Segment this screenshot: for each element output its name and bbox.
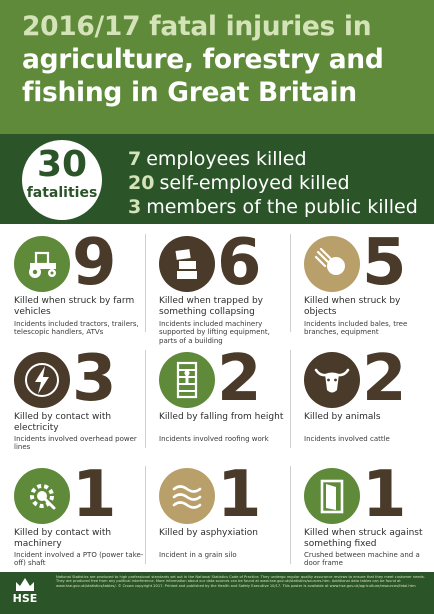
cause-label: Killed by animals	[304, 412, 381, 422]
cause-detail: Incidents involved cattle	[304, 435, 390, 443]
cause-number: 9	[72, 226, 117, 300]
cause-number: 2	[217, 342, 262, 416]
total-fatalities-badge: 30 fatalities	[22, 140, 102, 220]
cause-card-falling-from-height: 2 Killed by falling from height Incident…	[145, 340, 290, 456]
asphyxiation-icon	[159, 468, 215, 524]
cause-card-asphyxiation: 1 Killed by asphyxiation Incident in a g…	[145, 456, 290, 572]
cause-label: Killed when struck by farm vehicles	[14, 296, 135, 317]
cause-card-struck-against-fixed: 1 Killed when struck against something f…	[290, 456, 434, 572]
cause-number: 5	[362, 226, 407, 300]
title-line-1: 2016/17 fatal injuries in	[22, 11, 372, 42]
summary-text: employees killed	[146, 148, 307, 170]
cause-number: 2	[362, 342, 407, 416]
cause-label: Killed by falling from height	[159, 412, 284, 422]
cause-label: Killed by contact with machinery	[14, 528, 112, 549]
crown-icon	[16, 578, 34, 591]
cause-card-electricity: 3 Killed by contact with electricity Inc…	[0, 340, 145, 456]
bull-icon	[304, 352, 360, 408]
header-banner: 2016/17 fatal injuries in agriculture, f…	[0, 0, 434, 134]
logo-text: HSE	[12, 592, 38, 605]
summary-band: 30 fatalities 7 employees killed 20 self-e…	[0, 134, 434, 224]
cause-label: Killed when struck against something fix…	[304, 528, 423, 549]
door-frame-icon	[304, 468, 360, 524]
cause-detail: Crushed between machine and a door frame	[304, 551, 420, 568]
summary-number: 3	[128, 196, 142, 218]
cause-number: 1	[217, 458, 262, 532]
title-line-3: fishing in Great Britain	[22, 77, 357, 108]
cause-label: Killed when struck by objects	[304, 296, 401, 317]
footer: HSE National Statistics are produced to …	[0, 572, 434, 614]
summary-row-public: 3 members of the public killed	[128, 195, 418, 219]
cause-detail: Incidents involved overhead power lines	[14, 435, 137, 452]
cause-number: 3	[72, 342, 117, 416]
ladder-fall-icon	[159, 352, 215, 408]
summary-row-self-employed: 20 self-employed killed	[128, 171, 350, 195]
fine-print: National Statistics are produced to high…	[56, 575, 425, 588]
electricity-icon	[14, 352, 70, 408]
cause-label: Killed by contact with electricity	[14, 412, 112, 433]
cause-detail: Incidents included bales, tree branches,…	[304, 320, 408, 337]
cause-number: 6	[217, 226, 262, 300]
falling-object-icon	[304, 236, 360, 292]
cause-number: 1	[72, 458, 117, 532]
cause-detail: Incidents included tractors, trailers, t…	[14, 320, 139, 337]
cause-card-machinery: 1 Killed by contact with machinery Incid…	[0, 456, 145, 572]
cause-card-collapsing: 6 Killed when trapped by something colla…	[145, 224, 290, 345]
cause-card-animals: 2 Killed by animals Incidents involved c…	[290, 340, 434, 456]
hse-logo: HSE	[6, 575, 44, 611]
cause-detail: Incident involved a PTO (power take-off)…	[14, 551, 144, 568]
total-number: 30	[36, 144, 88, 185]
collapsing-structure-icon	[159, 236, 215, 292]
cause-detail: Incidents involved roofing work	[159, 435, 269, 443]
title-line-2: agriculture, forestry and	[22, 44, 384, 75]
summary-text: members of the public killed	[146, 196, 418, 218]
summary-row-employees: 7 employees killed	[128, 147, 307, 171]
summary-number: 20	[128, 172, 155, 194]
cause-detail: Incidents included machinery supported b…	[159, 320, 270, 345]
cause-card-farm-vehicles: 9 Killed when struck by farm vehicles In…	[0, 224, 145, 340]
cause-label: Killed by asphyxiation	[159, 528, 258, 538]
tractor-icon	[14, 236, 70, 292]
cause-label: Killed when trapped by something collaps…	[159, 296, 264, 317]
cause-number: 1	[362, 458, 407, 532]
summary-number: 7	[128, 148, 142, 170]
cause-detail: Incident in a grain silo	[159, 551, 237, 559]
cause-card-struck-by-objects: 5 Killed when struck by objects Incident…	[290, 224, 434, 340]
causes-grid: 9 Killed when struck by farm vehicles In…	[0, 224, 434, 572]
machinery-gear-icon	[14, 468, 70, 524]
summary-text: self-employed killed	[159, 172, 350, 194]
total-label: fatalities	[26, 185, 98, 201]
